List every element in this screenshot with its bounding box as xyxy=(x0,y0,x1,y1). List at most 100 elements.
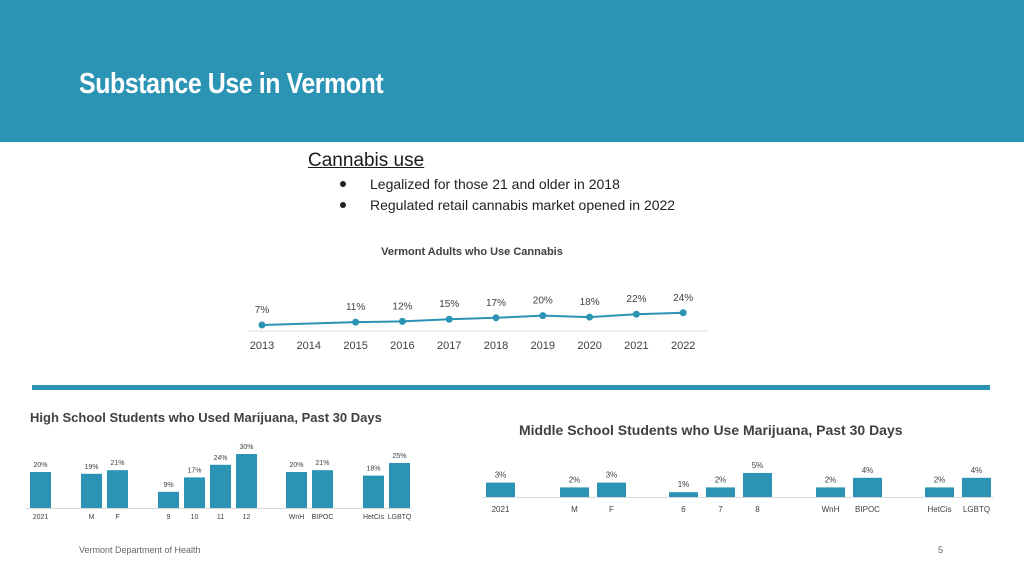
bar xyxy=(286,472,307,508)
data-label: 19% xyxy=(84,464,98,471)
data-point xyxy=(679,309,687,317)
data-point xyxy=(632,310,640,318)
data-label: 22% xyxy=(626,294,646,305)
data-point xyxy=(398,317,406,325)
bar xyxy=(236,454,257,508)
x-tick-label: M xyxy=(89,514,95,521)
data-label: 21% xyxy=(315,460,329,467)
data-label: 4% xyxy=(971,466,983,475)
bullet-item: Regulated retail cannabis market opened … xyxy=(340,195,675,216)
data-label: 20% xyxy=(33,462,47,469)
bullet-list: Legalized for those 21 and older in 2018… xyxy=(340,174,675,216)
x-tick-label: 2019 xyxy=(531,340,555,352)
x-tick-label: 2014 xyxy=(297,340,321,352)
bar xyxy=(743,473,772,497)
bar xyxy=(486,482,515,497)
line-chart-title: Vermont Adults who Use Cannabis xyxy=(381,246,563,258)
bar xyxy=(184,477,205,508)
x-tick-label: 10 xyxy=(191,514,199,521)
data-point xyxy=(352,318,360,326)
data-label: 17% xyxy=(486,298,506,309)
data-label: 9% xyxy=(163,482,173,489)
data-point xyxy=(445,315,453,323)
page-number: 5 xyxy=(938,545,944,555)
bar xyxy=(597,482,626,497)
x-tick-label: 2022 xyxy=(671,340,695,352)
x-tick-label: 2015 xyxy=(343,340,367,352)
data-point xyxy=(258,321,266,329)
data-point xyxy=(492,314,500,322)
x-tick-label: 12 xyxy=(243,514,251,521)
x-tick-label: HetCis xyxy=(927,505,951,514)
data-point xyxy=(539,312,547,320)
bar xyxy=(30,472,51,508)
x-tick-label: 2017 xyxy=(437,340,461,352)
data-label: 21% xyxy=(110,460,124,467)
data-label: 3% xyxy=(606,471,618,480)
section-divider xyxy=(32,385,990,390)
data-label: 5% xyxy=(752,461,764,470)
data-label: 12% xyxy=(392,301,412,312)
x-tick-label: F xyxy=(115,514,119,521)
x-tick-label: BIPOC xyxy=(855,505,880,514)
x-tick-label: 7 xyxy=(718,505,723,514)
bar xyxy=(962,477,991,497)
data-label: 18% xyxy=(580,297,600,308)
bar xyxy=(210,464,231,508)
data-label: 3% xyxy=(495,471,507,480)
data-label: 2% xyxy=(825,475,837,484)
data-label: 18% xyxy=(366,466,380,473)
x-tick-label: 6 xyxy=(681,505,686,514)
x-tick-label: F xyxy=(609,505,614,514)
data-label: 2% xyxy=(569,475,581,484)
x-tick-label: 2021 xyxy=(492,505,510,514)
x-tick-label: LGBTQ xyxy=(963,505,990,514)
bar-chart-title: High School Students who Used Marijuana,… xyxy=(30,410,382,425)
x-tick-label: 2018 xyxy=(484,340,508,352)
x-tick-label: 2020 xyxy=(577,340,601,352)
data-label: 24% xyxy=(213,455,227,462)
bar xyxy=(925,487,954,497)
bullet-item: Legalized for those 21 and older in 2018 xyxy=(340,174,675,195)
x-tick-label: LGBTQ xyxy=(388,514,412,521)
x-tick-label: BIPOC xyxy=(312,514,334,521)
x-tick-label: 8 xyxy=(755,505,760,514)
data-label: 20% xyxy=(533,296,553,307)
bullet-dot-icon xyxy=(340,202,346,208)
title-banner xyxy=(0,0,1024,142)
bar xyxy=(158,491,179,508)
data-label: 1% xyxy=(678,480,690,489)
bar xyxy=(706,487,735,497)
x-tick-label: 2021 xyxy=(624,340,648,352)
x-tick-label: M xyxy=(571,505,578,514)
data-label: 30% xyxy=(239,444,253,451)
bar xyxy=(81,473,102,508)
data-label: 11% xyxy=(346,302,365,313)
bar xyxy=(107,470,128,508)
bullet-dot-icon xyxy=(340,181,346,187)
data-label: 4% xyxy=(862,466,874,475)
x-tick-label: WnH xyxy=(822,505,840,514)
x-tick-label: 2016 xyxy=(390,340,414,352)
x-tick-label: 11 xyxy=(217,514,224,521)
data-point xyxy=(586,313,594,321)
data-label: 7% xyxy=(255,305,270,316)
bar xyxy=(816,487,845,497)
bar xyxy=(389,463,410,508)
x-tick-label: 9 xyxy=(167,514,171,521)
data-label: 17% xyxy=(187,467,201,474)
x-tick-label: HetCis xyxy=(363,514,385,521)
x-tick-label: 2013 xyxy=(250,340,274,352)
data-label: 2% xyxy=(715,475,727,484)
footer-source: Vermont Department of Health xyxy=(79,545,201,555)
x-tick-label: 2021 xyxy=(33,514,49,521)
slide-title: Substance Use in Vermont xyxy=(79,68,384,100)
bar xyxy=(312,470,333,508)
data-label: 20% xyxy=(289,462,303,469)
data-label: 2% xyxy=(934,475,946,484)
bar-chart-title: Middle School Students who Use Marijuana… xyxy=(519,422,903,438)
data-label: 15% xyxy=(439,299,459,310)
bullet-text: Regulated retail cannabis market opened … xyxy=(370,197,676,213)
bar xyxy=(669,492,698,497)
